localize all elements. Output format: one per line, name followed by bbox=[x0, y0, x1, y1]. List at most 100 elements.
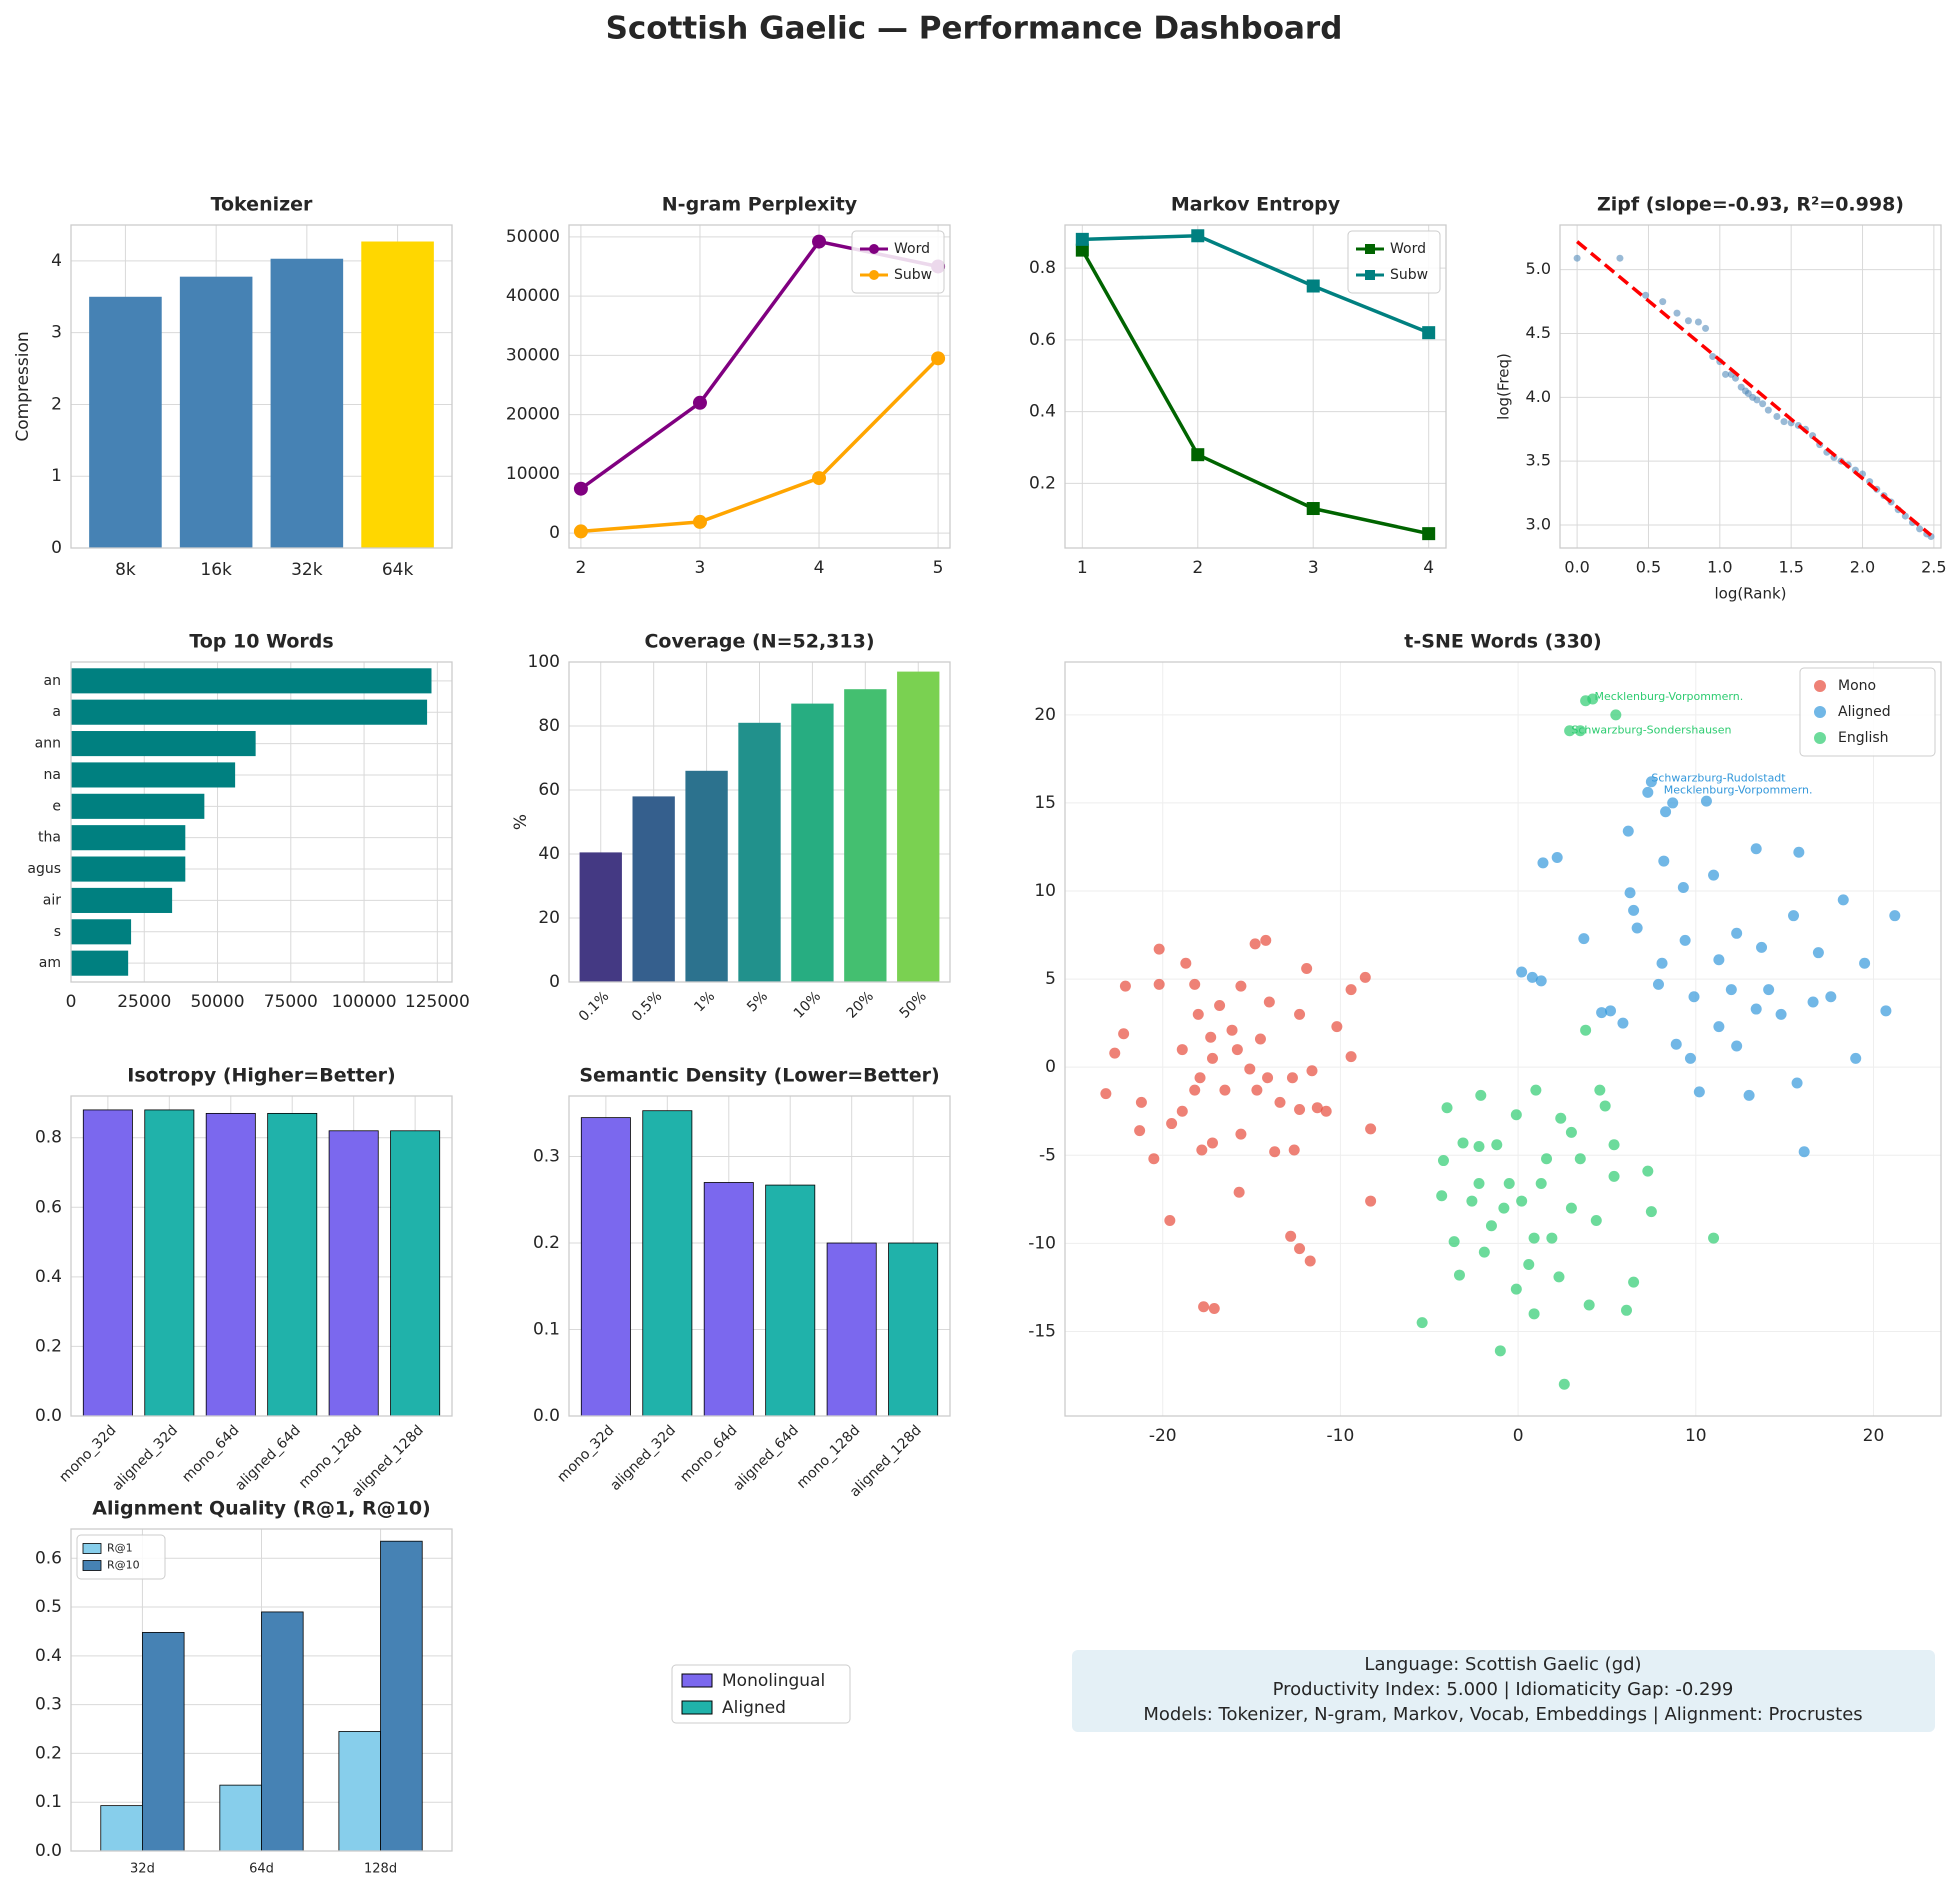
point bbox=[1244, 1063, 1256, 1075]
y-tick-label: ann bbox=[35, 736, 61, 752]
legend-marker bbox=[1365, 244, 1375, 254]
marker bbox=[1191, 229, 1205, 243]
point bbox=[1134, 1125, 1146, 1137]
point bbox=[1510, 1109, 1522, 1121]
point bbox=[1753, 396, 1761, 404]
bar bbox=[267, 1112, 318, 1417]
y-tick-label: am bbox=[39, 955, 61, 971]
legend-label: Monolingual bbox=[722, 1671, 825, 1691]
bar bbox=[380, 1540, 423, 1852]
bar bbox=[270, 258, 344, 548]
chart-title: Markov Entropy bbox=[1171, 194, 1341, 216]
point bbox=[1528, 1232, 1540, 1244]
bar bbox=[580, 1117, 631, 1417]
series-line bbox=[1082, 234, 1430, 335]
y-tick-label: 0.6 bbox=[1029, 330, 1056, 350]
point bbox=[1807, 996, 1819, 1008]
x-tick-label: 2 bbox=[1192, 558, 1203, 578]
point bbox=[1916, 525, 1924, 533]
point bbox=[1624, 887, 1636, 899]
x-tick-label: 3 bbox=[1308, 558, 1319, 578]
point bbox=[1628, 1276, 1640, 1288]
point bbox=[1780, 418, 1788, 426]
x-tick-label: 2.0 bbox=[1850, 558, 1875, 577]
y-tick-label: 0.8 bbox=[1029, 258, 1056, 278]
legend-label: Word bbox=[894, 241, 930, 257]
plot-frame bbox=[568, 1095, 951, 1417]
bar bbox=[142, 1632, 185, 1852]
y-tick-label: 4.5 bbox=[1526, 323, 1551, 342]
point bbox=[1345, 984, 1357, 996]
x-tick-label: 50000 bbox=[190, 992, 244, 1012]
y-tick-label: 0.4 bbox=[35, 1267, 62, 1287]
marker bbox=[1422, 527, 1436, 541]
series-line bbox=[1080, 249, 1430, 536]
point bbox=[1176, 1105, 1188, 1117]
point bbox=[1743, 1089, 1755, 1101]
bar bbox=[71, 950, 129, 976]
bar bbox=[71, 762, 236, 788]
point bbox=[1693, 1086, 1705, 1098]
point bbox=[1700, 795, 1712, 807]
x-tick-label: 8k bbox=[115, 560, 136, 580]
legend-marker bbox=[869, 244, 879, 254]
y-tick-label: 0.2 bbox=[533, 1233, 560, 1253]
bar bbox=[89, 296, 162, 548]
legend-label: Subw bbox=[894, 267, 932, 283]
point bbox=[1526, 971, 1538, 983]
point bbox=[1286, 1072, 1298, 1084]
point bbox=[1628, 904, 1640, 916]
point bbox=[1660, 806, 1672, 818]
point bbox=[1345, 1051, 1357, 1063]
x-tick-label: 20 bbox=[1863, 1426, 1885, 1446]
bar bbox=[361, 241, 434, 548]
x-tick-label: -10 bbox=[1327, 1426, 1355, 1446]
chart-title: Tokenizer bbox=[211, 194, 313, 216]
legend-marker bbox=[1814, 706, 1826, 718]
y-tick-label: 60 bbox=[538, 780, 560, 800]
y-tick-label: air bbox=[43, 892, 61, 908]
legend-swatch bbox=[82, 1560, 102, 1571]
point bbox=[1166, 1118, 1178, 1130]
point bbox=[1535, 1177, 1547, 1189]
x-tick-label: 0.5 bbox=[1636, 558, 1661, 577]
plot-frame bbox=[568, 224, 951, 549]
y-tick-label: 3.0 bbox=[1526, 515, 1551, 534]
bar bbox=[765, 1184, 816, 1417]
point bbox=[1311, 1102, 1323, 1114]
y-tick-label: e bbox=[52, 798, 61, 814]
point bbox=[1677, 881, 1689, 893]
point bbox=[1263, 996, 1275, 1008]
point bbox=[1301, 963, 1313, 975]
annotation: Mecklenburg-Vorpommern. bbox=[1664, 784, 1813, 797]
y-tick-label: 80 bbox=[538, 716, 560, 736]
point bbox=[1510, 1283, 1522, 1295]
point bbox=[1599, 1100, 1611, 1112]
point bbox=[1642, 786, 1654, 798]
point bbox=[1667, 797, 1679, 809]
point bbox=[1565, 1202, 1577, 1214]
point bbox=[1206, 1137, 1218, 1149]
point bbox=[1198, 1301, 1210, 1313]
x-tick-label: 128d bbox=[364, 1862, 397, 1877]
point bbox=[1189, 1084, 1201, 1096]
marker bbox=[1191, 448, 1205, 462]
y-tick-label: 15 bbox=[1034, 793, 1056, 813]
y-tick-label: 0 bbox=[51, 538, 62, 558]
point bbox=[1251, 1084, 1263, 1096]
point bbox=[1658, 855, 1670, 867]
point bbox=[1189, 978, 1201, 990]
point bbox=[1294, 1103, 1306, 1115]
y-tick-label: -15 bbox=[1028, 1321, 1056, 1341]
point bbox=[1294, 1008, 1306, 1020]
y-tick-label: 20 bbox=[1034, 705, 1056, 725]
legend-label: Word bbox=[1390, 241, 1426, 257]
legend-label: Mono bbox=[1838, 678, 1876, 694]
point bbox=[1304, 1255, 1316, 1267]
point bbox=[1448, 1236, 1460, 1248]
x-tick-label: 4 bbox=[1423, 558, 1434, 578]
point bbox=[1205, 1031, 1217, 1043]
y-tick-label: 0.2 bbox=[35, 1336, 62, 1356]
x-tick-label: 0 bbox=[1513, 1426, 1524, 1446]
